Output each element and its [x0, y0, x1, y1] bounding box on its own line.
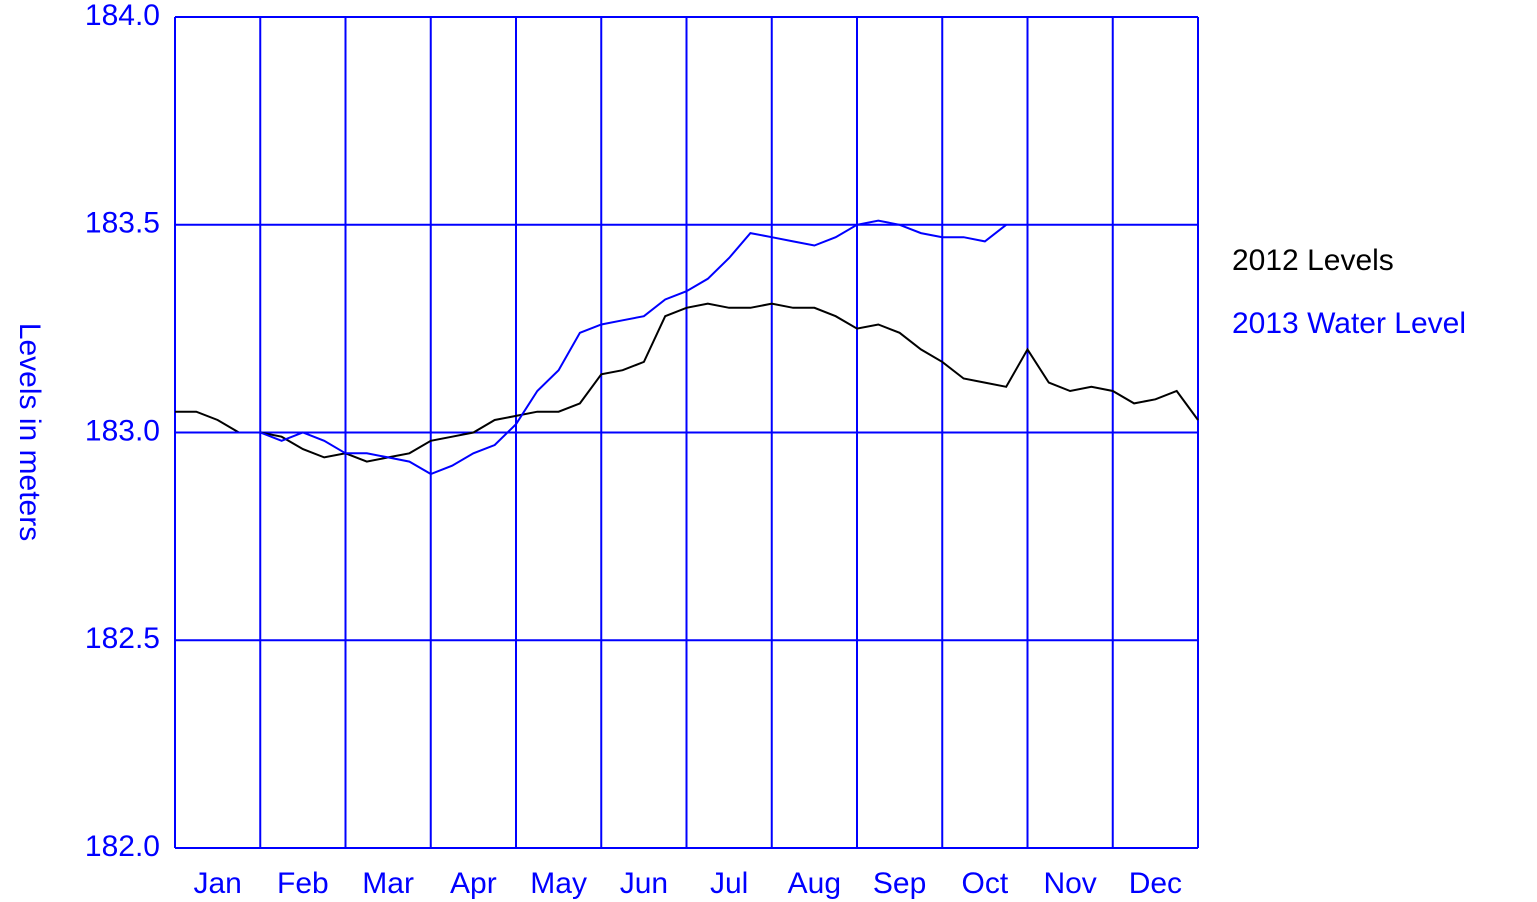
y-tick-label: 183.5 — [85, 207, 160, 240]
x-tick-label: Oct — [962, 867, 1009, 900]
x-tick-label: Apr — [450, 867, 497, 900]
x-tick-label: Sep — [873, 867, 926, 900]
y-tick-label: 182.0 — [85, 830, 160, 863]
x-tick-label: Mar — [362, 867, 414, 900]
x-tick-label: Jan — [193, 867, 241, 900]
x-tick-label: Aug — [788, 867, 841, 900]
x-tick-label: Dec — [1129, 867, 1182, 900]
data-line — [175, 219, 1007, 476]
x-tick-label: Jun — [620, 867, 668, 900]
x-tick-label: May — [530, 867, 587, 900]
x-tick-label: Jul — [710, 867, 748, 900]
x-tick-label: Feb — [277, 867, 329, 900]
legend-label: 2012 Levels — [1232, 244, 1394, 277]
y-axis-label: Levels in meters — [13, 323, 46, 541]
legend-label: 2013 Water Level — [1232, 307, 1466, 340]
x-tick-label: Nov — [1043, 867, 1096, 900]
y-tick-label: 184.0 — [85, 0, 160, 32]
y-tick-label: 183.0 — [85, 414, 160, 447]
y-tick-label: 182.5 — [85, 622, 160, 655]
